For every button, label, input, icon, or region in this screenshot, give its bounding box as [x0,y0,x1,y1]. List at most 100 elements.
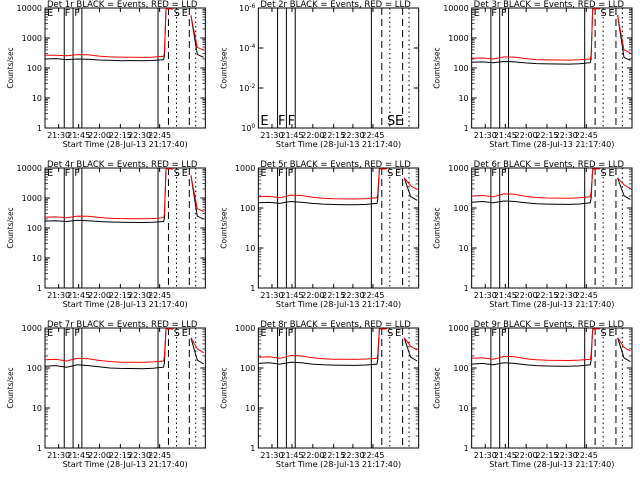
y-axis-label: Counts/sec [219,367,228,408]
marker-label: S [600,328,606,339]
y-tick-label: 10-6 [239,3,255,13]
y-tick-label: 1 [464,444,469,453]
series-lld-line [44,8,174,58]
y-tick-label: 100 [240,204,255,213]
chart-title: Det 8r BLACK = Events, RED = LLD [260,320,411,330]
plot-frame [257,167,420,289]
marker-label: F [65,328,71,339]
series-events-line [44,168,174,224]
y-tick-label: 10-2 [239,83,255,93]
x-tick-label: 22:00 [301,131,324,140]
panel-det-4: Det 4r BLACK = Events, RED = LLD 21:3021:… [6,160,206,309]
plot-frame [44,327,206,449]
x-tick-label: 22:00 [88,451,111,460]
x-tick-label: 22:00 [301,291,324,300]
y-tick-label: 1000 [22,324,42,333]
series-events-tail [617,177,631,201]
panel-det-2: Det 2r BLACK = Events, RED = LLD 21:3021:… [219,0,420,149]
marker-label: S [174,8,180,19]
x-tick-label: 21:45 [280,451,303,460]
y-tick-label: 100 [453,364,468,373]
x-tick-label: 21:45 [494,451,517,460]
y-tick-label: 10000 [443,4,468,13]
marker-label: F [278,328,284,339]
marker-label: F [491,328,497,339]
y-axis-label: Counts/sec [433,367,442,408]
marker-label: E [474,168,480,179]
x-tick-label: 22:15 [535,131,558,140]
marker-label: E [608,328,614,339]
x-axis-label: Start Time (28-Jul-13 21:17:40) [63,460,188,469]
x-tick-label: 21:30 [474,291,497,300]
x-tick-label: 22:45 [361,131,384,140]
y-axis-label: Counts/sec [6,367,15,408]
y-tick-label: 100 [27,224,42,233]
x-tick-label: 22:00 [88,131,111,140]
marker-label: F [501,8,507,19]
series-events-tail [403,337,418,362]
x-tick-label: 22:45 [148,451,171,460]
y-tick-label: 1 [37,444,42,453]
plot-frame [471,167,633,289]
x-tick-label: 22:00 [515,291,538,300]
x-tick-label: 21:30 [260,131,283,140]
series-lld-line [258,328,387,360]
marker-label: S [387,114,395,129]
series-events-tail [617,337,631,363]
marker-label: F [491,168,497,179]
x-tick-label: 22:30 [341,131,364,140]
marker-label: F [288,328,294,339]
chart-title: Det 7r BLACK = Events, RED = LLD [47,320,198,330]
chart-title: Det 1r BLACK = Events, RED = LLD [47,0,198,10]
x-tick-label: 22:45 [575,131,598,140]
x-axis-label: Start Time (28-Jul-13 21:17:40) [489,460,614,469]
x-tick-label: 22:30 [128,451,151,460]
y-tick-label: 10 [458,244,468,253]
y-tick-label: 100 [27,64,42,73]
chart-title: Det 5r BLACK = Events, RED = LLD [260,160,411,170]
x-axis-label: Start Time (28-Jul-13 21:17:40) [63,140,188,149]
series-events-line [471,8,600,65]
y-tick-label: 100 [241,123,255,133]
series-events-line [258,328,387,366]
series-events-tail [403,177,418,201]
series-events-line [471,328,600,367]
y-tick-label: 10-4 [239,43,255,53]
x-tick-label: 22:15 [109,291,132,300]
x-tick-label: 22:15 [109,131,132,140]
marker-label: E [395,328,401,339]
y-tick-label: 1 [37,284,42,293]
y-axis-label: Counts/sec [433,207,442,248]
marker-label: F [65,168,71,179]
y-tick-label: 10 [458,404,468,413]
series-lld-line [471,328,600,362]
y-tick-label: 10000 [17,164,42,173]
x-tick-label: 22:45 [361,291,384,300]
y-axis-label: Counts/sec [6,47,15,88]
x-axis-label: Start Time (28-Jul-13 21:17:40) [276,140,401,149]
panel-det-1: Det 1r BLACK = Events, RED = LLD 21:3021:… [6,0,206,149]
series-events-line [258,168,387,206]
series-lld-line [44,328,174,363]
plot-frame [471,327,633,449]
x-tick-label: 22:00 [515,451,538,460]
marker-label: S [174,328,180,339]
plot-frame [257,327,420,449]
marker-label: F [288,114,295,129]
panel-det-6: Det 6r BLACK = Events, RED = LLD 21:3021:… [433,160,633,309]
marker-label: S [387,168,393,179]
series-lld-line [471,8,600,61]
marker-label: F [278,114,285,129]
marker-label: F [65,8,71,19]
marker-label: F [501,328,507,339]
y-axis-label: Counts/sec [219,47,228,88]
x-tick-label: 21:45 [67,291,90,300]
series-lld-tail [617,15,631,54]
x-tick-label: 21:45 [67,451,90,460]
y-tick-label: 10 [458,94,468,103]
plot-frame [44,7,206,129]
plot-frame [257,7,420,129]
x-axis-label: Start Time (28-Jul-13 21:17:40) [489,140,614,149]
x-tick-label: 22:30 [341,451,364,460]
